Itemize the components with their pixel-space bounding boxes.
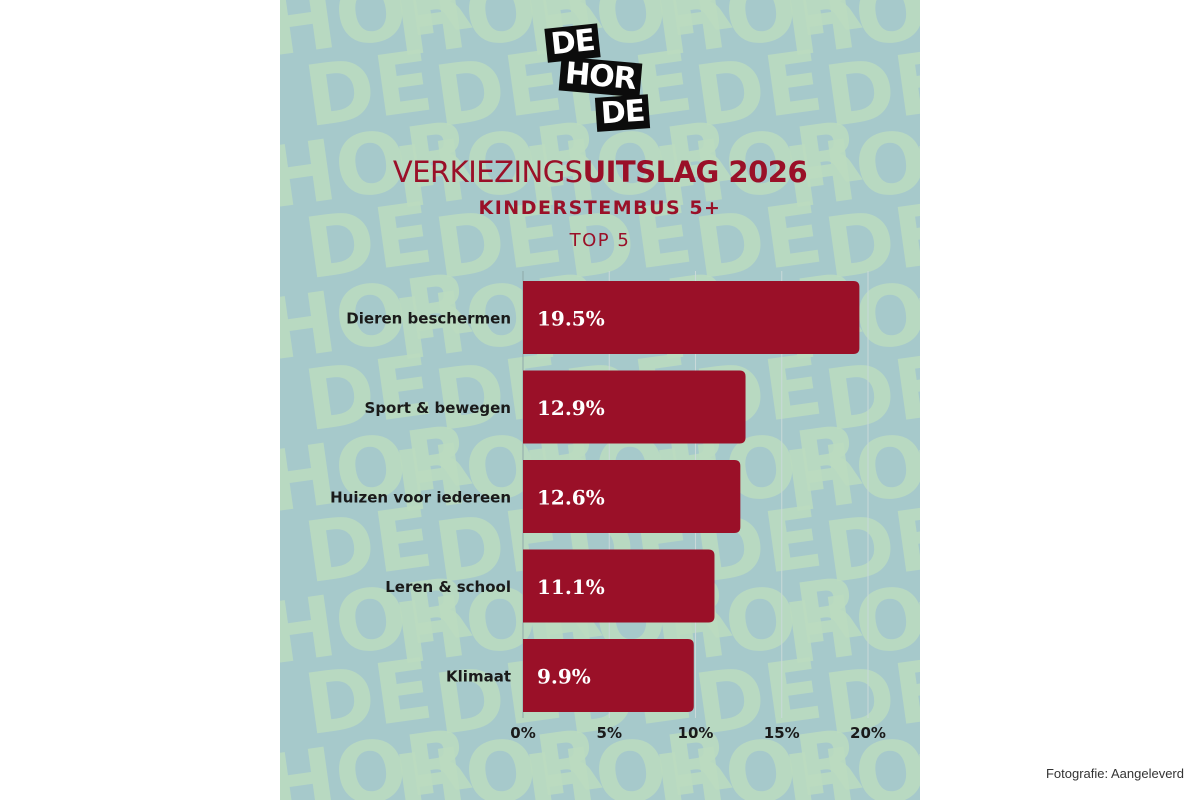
value-label: 19.5%: [537, 307, 605, 331]
pattern-word: DE: [819, 184, 920, 299]
value-label: 12.9%: [537, 396, 605, 420]
category-label: Sport & bewegen: [365, 399, 511, 417]
chart-subsubtitle: TOP 5: [569, 230, 631, 251]
bar: [523, 549, 715, 623]
pattern-word: DE: [819, 336, 920, 451]
pattern-word: DE: [299, 184, 439, 299]
photo-credit: Fotografie: Aangeleverd: [1045, 766, 1184, 781]
value-label: 11.1%: [537, 575, 605, 599]
pattern-word: DE: [689, 640, 829, 755]
pattern-word: HOR: [909, 406, 920, 532]
pattern-word: DE: [429, 184, 569, 299]
pattern-word: HOR: [909, 102, 920, 228]
value-label: 9.9%: [537, 665, 591, 689]
pattern-word: DE: [299, 488, 439, 603]
pattern-word: DE: [689, 184, 829, 299]
x-tick-label: 20%: [850, 724, 886, 742]
bar: [523, 281, 860, 354]
bar: [523, 460, 741, 533]
chart-title: VERKIEZINGSUITSLAG 2026: [280, 152, 920, 192]
pattern-word: DE: [299, 640, 439, 755]
pattern-word: DE: [819, 640, 920, 755]
pattern-word: DE: [299, 336, 439, 451]
x-tick-label: 0%: [510, 724, 535, 742]
pattern-word: HOR: [909, 710, 920, 800]
pattern-word: DE: [559, 184, 699, 299]
pattern-word: HOR: [909, 558, 920, 684]
chart-subtitle: KINDERSTEMBUS 5+: [478, 197, 722, 219]
pattern-word: DE: [429, 32, 569, 147]
pattern-word: DE: [299, 32, 439, 147]
title-regular: VERKIEZINGS: [392, 155, 583, 189]
category-label: Leren & school: [385, 578, 511, 596]
category-label: Klimaat: [446, 668, 511, 686]
x-tick-label: 10%: [678, 724, 714, 742]
pattern-word: DE: [689, 32, 829, 147]
value-label: 12.6%: [537, 486, 605, 510]
category-label: Huizen voor iedereen: [330, 489, 511, 507]
x-tick-label: 5%: [597, 724, 622, 742]
pattern-word: HOR: [909, 254, 920, 380]
bar-chart: 0% 5% 10% 15% 20% Dieren beschermen 19.5% Sport…: [330, 271, 886, 742]
bar: [523, 639, 694, 712]
title-bold: UITSLAG 2026: [582, 155, 808, 189]
x-tick-label: 15%: [764, 724, 800, 742]
bar: [523, 370, 746, 444]
pattern-word: DE: [819, 32, 920, 147]
pattern-word: DE: [819, 488, 920, 603]
poster: DEHORDEHORDEHORDEHORDEHORDEHORDEHORDEHOR…: [280, 0, 920, 800]
category-label: Dieren beschermen: [346, 310, 511, 328]
